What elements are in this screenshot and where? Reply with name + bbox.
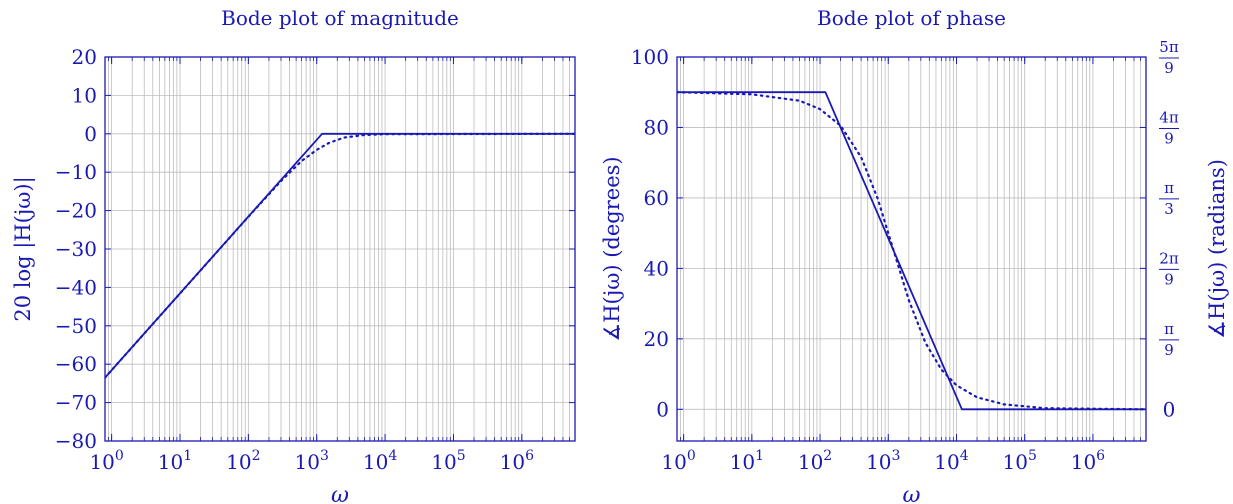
- right-y-tick-label-denominator: 3: [1164, 200, 1174, 218]
- chart-title: Bode plot of phase: [817, 6, 1006, 30]
- asymptote-line: [677, 91, 1146, 411]
- right-y-tick-label-numerator: π: [1164, 179, 1174, 197]
- x-tick-label: 103: [866, 448, 900, 474]
- x-axis-label: ω: [331, 483, 349, 504]
- right-y-tick-label-numerator: 2π: [1159, 249, 1179, 267]
- y-tick-label: 60: [644, 186, 669, 210]
- y-tick-label: 80: [644, 115, 669, 139]
- y-tick-label: −20: [55, 199, 97, 223]
- x-tick-label: 106: [500, 448, 534, 474]
- chart-title: Bode plot of magnitude: [221, 6, 459, 30]
- y-tick-label: −40: [55, 275, 97, 299]
- right-y-tick-label-numerator: π: [1164, 320, 1174, 338]
- asymptote-line: [105, 132, 575, 379]
- right-y-tick-label-denominator: 9: [1164, 59, 1174, 77]
- series-group: [105, 132, 575, 379]
- x-tick-label: 104: [934, 448, 968, 474]
- y-tick-labels: −80 −70 −60 −50 −40 −30 −20 −10 0 10 20: [55, 45, 575, 453]
- right-y-tick-label-denominator: 9: [1164, 129, 1174, 147]
- phase-panel: 100 101 102 103 104 105 106 0 20 40 60 80 100 0 π 9 2π 9 π…: [600, 6, 1229, 504]
- y-tick-label: 20: [644, 327, 669, 351]
- x-tick-label: 104: [363, 448, 397, 474]
- y-tick-label: 0: [656, 397, 669, 421]
- right-y-axis-label: ∡H(jω) (radians): [1205, 159, 1229, 339]
- y-tick-label: −10: [55, 160, 97, 184]
- y-tick-label: −60: [55, 352, 97, 376]
- y-tick-label: 100: [631, 45, 669, 69]
- y-tick-label: −80: [55, 429, 97, 453]
- x-tick-label: 101: [158, 448, 192, 474]
- x-tick-labels: 100 101 102 103 104 105 106: [89, 57, 534, 474]
- right-y-tick-label-numerator: 4π: [1159, 108, 1179, 126]
- y-tick-label: 40: [644, 256, 669, 280]
- y-tick-label: −70: [55, 391, 97, 415]
- x-tick-label: 105: [1003, 448, 1037, 474]
- magnitude-panel: 100 101 102 103 104 105 106−80−70−60−50−40−30−…: [11, 6, 576, 504]
- x-tick-label: 103: [295, 448, 329, 474]
- y-tick-label: 20: [72, 45, 97, 69]
- x-tick-label: 100: [661, 448, 695, 474]
- y-tick-label: −30: [55, 237, 97, 261]
- y-tick-label: 10: [72, 83, 97, 107]
- series-group: [677, 91, 1146, 411]
- right-y-tick-label: 0: [1163, 397, 1176, 421]
- right-y-tick-label-denominator: 9: [1164, 270, 1174, 288]
- x-tick-label: 105: [431, 448, 465, 474]
- y-tick-label: 0: [84, 122, 97, 146]
- x-tick-labels: 100 101 102 103 104 105 106: [661, 57, 1105, 474]
- y-tick-labels: 0 20 40 60 80 100: [631, 45, 683, 421]
- y-axis-label: ∡H(jω) (degrees): [600, 156, 624, 341]
- x-tick-label: 100: [89, 448, 123, 474]
- y-tick-label: −50: [55, 314, 97, 338]
- right-y-tick-label-denominator: 9: [1164, 341, 1174, 359]
- minor-gridlines: [676, 57, 1147, 441]
- x-axis-label: ω: [903, 483, 921, 504]
- x-tick-label: 101: [730, 448, 764, 474]
- x-tick-label: 102: [798, 448, 832, 474]
- x-tick-label: 102: [226, 448, 260, 474]
- y-axis-label: 20 log |H(jω)|: [11, 176, 36, 321]
- right-y-tick-labels: 0 π 9 2π 9 π 3 4π 9 5π 9: [1140, 38, 1179, 421]
- right-y-tick-label-numerator: 5π: [1159, 38, 1179, 56]
- exact-curve-line: [105, 132, 575, 379]
- horizontal-gridlines: [105, 56, 575, 442]
- horizontal-gridlines: [677, 56, 1146, 410]
- exact-curve-line: [677, 91, 1146, 411]
- x-tick-label: 106: [1071, 448, 1105, 474]
- plot-frame: [676, 56, 1147, 442]
